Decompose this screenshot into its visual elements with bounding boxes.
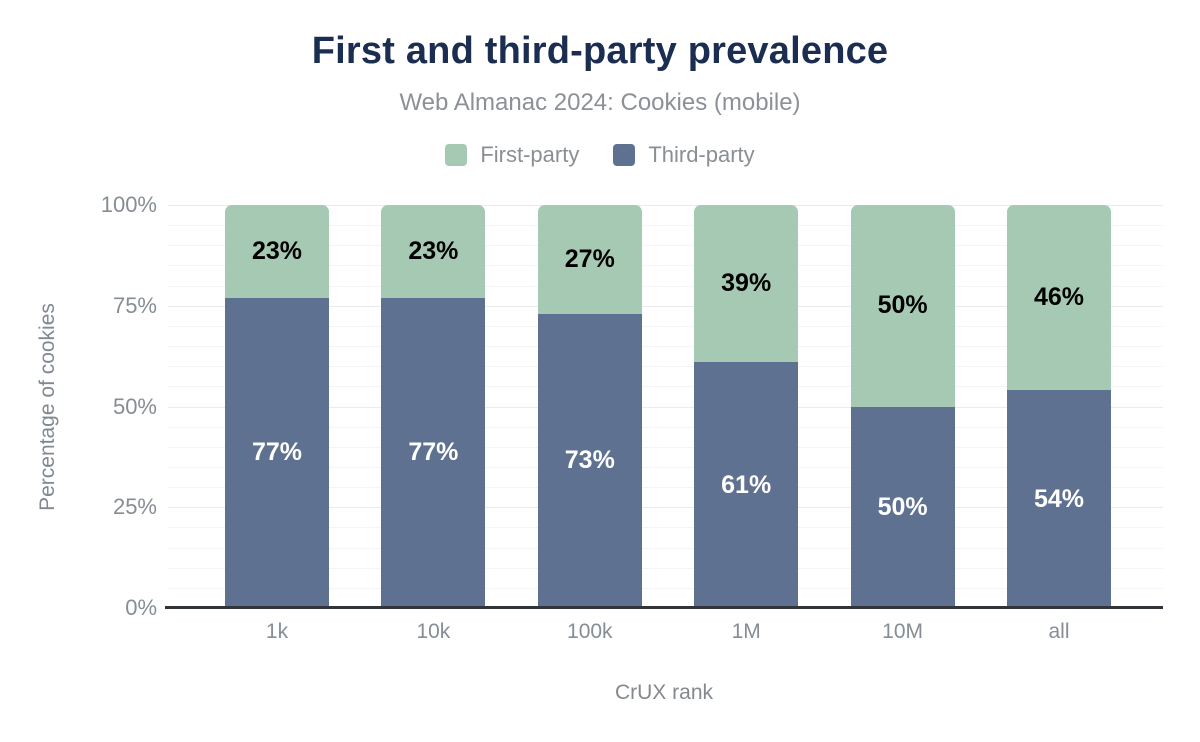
bar-10M: 50% 50% (850, 205, 955, 608)
legend-swatch-icon (613, 144, 636, 166)
bar-segment-first-party[interactable]: 39% (694, 205, 799, 363)
gridline (168, 346, 1163, 348)
gridline (168, 366, 1163, 368)
gridline (168, 426, 1163, 428)
x-tick-label-1k: 1k (265, 620, 289, 643)
bar-segment-third-party[interactable]: 73% (537, 313, 642, 608)
x-axis-line (165, 606, 1163, 609)
chart-subtitle: Web Almanac 2024: Cookies (mobile) (399, 89, 801, 116)
gridline (168, 245, 1163, 247)
gridline (168, 305, 1163, 307)
bar-segment-first-party[interactable]: 27% (537, 205, 642, 314)
bar-segment-first-party[interactable]: 50% (850, 205, 955, 407)
y-tick-label: 0% (125, 595, 157, 620)
gridline (168, 265, 1163, 267)
gridline (168, 406, 1163, 408)
bar-value-label: 23% (408, 236, 459, 265)
gridline (168, 487, 1163, 489)
bar-segment-third-party[interactable]: 54% (1007, 390, 1111, 608)
gridline (168, 567, 1163, 569)
bar-segment-third-party[interactable]: 77% (225, 297, 329, 608)
bar-value-label: 23% (251, 236, 303, 265)
gridline (168, 527, 1163, 529)
x-tick-label-10M: 10M (882, 620, 924, 643)
x-tick-label-100k: 100k (567, 620, 613, 643)
y-tick-label: 50% (112, 393, 157, 419)
chart-title: First and third-party prevalence (311, 30, 889, 72)
bar-segment-first-party[interactable]: 23% (225, 205, 329, 298)
legend-item-first-party[interactable]: First-party (445, 142, 579, 168)
gridline (168, 386, 1163, 388)
gridline (168, 587, 1163, 589)
bar-value-label: 61% (721, 470, 772, 499)
bar-segment-third-party[interactable]: 61% (694, 362, 799, 608)
bar-all: 54% 46% (1007, 205, 1111, 608)
gridline (168, 446, 1163, 448)
x-tick-label-10k: 10k (416, 620, 451, 643)
bar-value-label: 27% (564, 244, 615, 273)
gridline (168, 547, 1163, 549)
bar-value-label: 50% (877, 492, 928, 521)
bar-value-label: 46% (1033, 283, 1085, 312)
legend-label: First-party (480, 142, 580, 167)
bar-value-label: 77% (408, 438, 459, 467)
y-tick-label: 75% (112, 292, 157, 318)
bar-segment-third-party[interactable]: 77% (381, 297, 486, 608)
gridline (168, 225, 1163, 227)
y-tick-label: 25% (112, 494, 157, 520)
y-tick-label: 100% (100, 192, 157, 217)
gridline (168, 325, 1163, 327)
gridline (168, 285, 1163, 287)
bar-value-label: 54% (1033, 484, 1085, 513)
bar-value-label: 50% (877, 291, 928, 320)
x-axis-title: CrUX rank (614, 681, 714, 704)
x-tick-label-all: all (1048, 620, 1070, 643)
bar-segment-third-party[interactable]: 50% (850, 406, 955, 608)
legend-label: Third-party (648, 142, 755, 167)
plot-area: 77% 23% 77% 23% 73% 27% 61% 39% 50% 50% 54% 46% (168, 205, 1163, 608)
bar-segment-first-party[interactable]: 46% (1007, 205, 1111, 391)
bar-value-label: 77% (251, 438, 303, 467)
bar-1M: 61% 39% (694, 205, 799, 608)
bar-100k: 73% 27% (537, 205, 642, 608)
legend-swatch-icon (445, 144, 468, 166)
legend: First-party Third-party (0, 142, 1200, 168)
bar-10k: 77% 23% (381, 205, 486, 608)
legend-item-third-party[interactable]: Third-party (613, 142, 755, 168)
x-tick-label-1M: 1M (731, 620, 761, 643)
bar-1k: 77% 23% (225, 205, 329, 608)
gridline (168, 507, 1163, 509)
bar-value-label: 73% (564, 446, 615, 475)
gridline (168, 205, 1163, 206)
bar-value-label: 39% (721, 269, 772, 298)
bar-segment-first-party[interactable]: 23% (381, 205, 486, 298)
gridline (168, 466, 1163, 468)
